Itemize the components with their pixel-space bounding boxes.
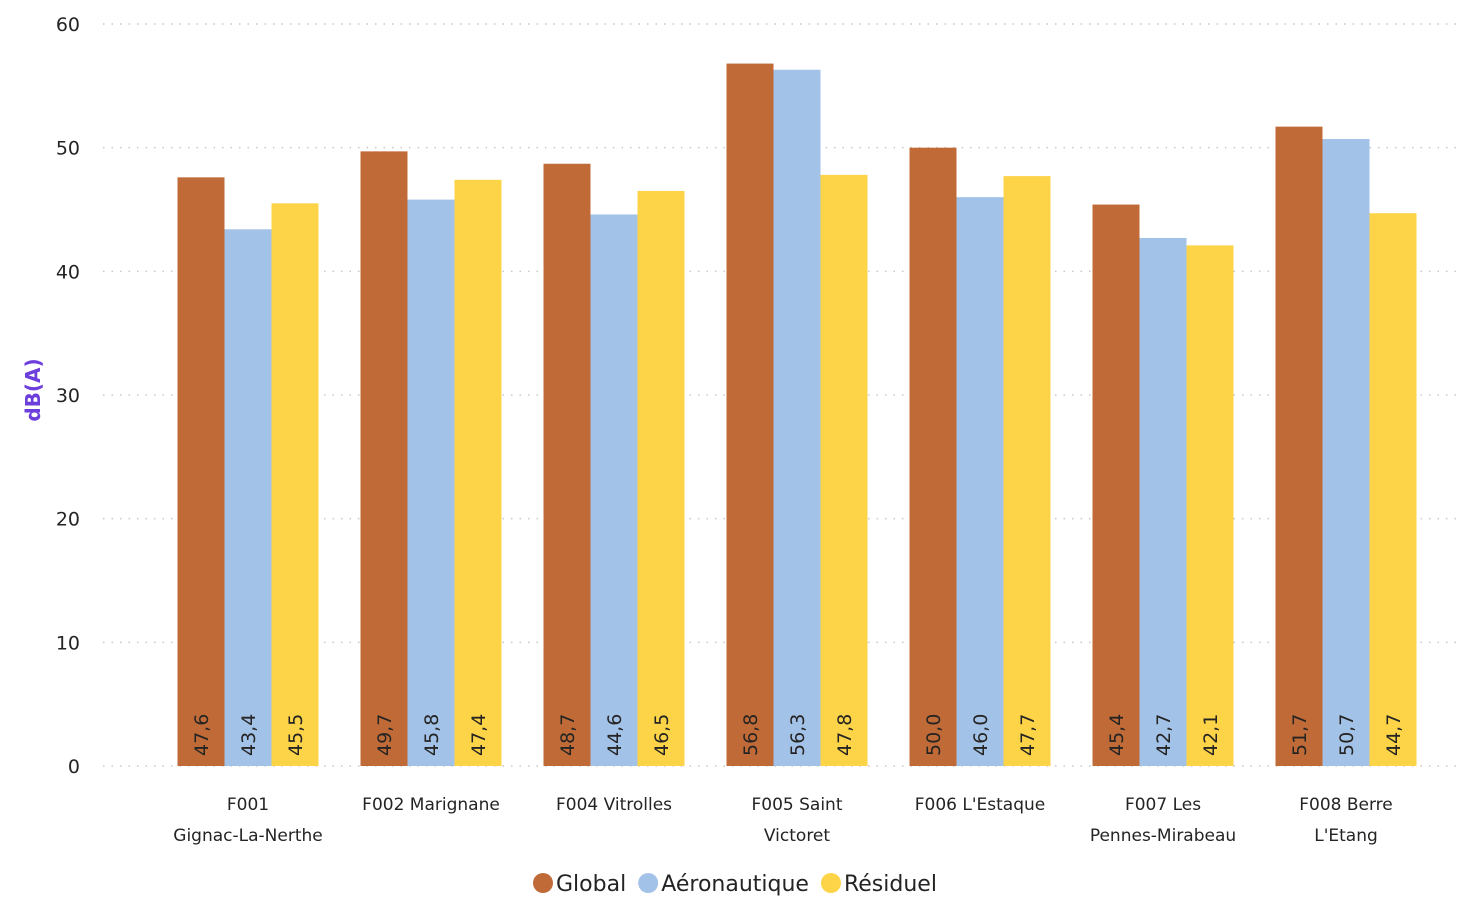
x-category-label: F007 Les	[1125, 795, 1201, 815]
x-axis-categories: F001 Gignac-La-Nerthe F002 Marignane F004 V…	[173, 795, 1392, 846]
x-category-label: F004 Vitrolles	[556, 795, 672, 815]
bar-a-ronautique	[224, 229, 272, 766]
data-label: 43,4	[238, 714, 260, 756]
bar-global	[543, 163, 591, 766]
data-label: 42,7	[1153, 714, 1175, 756]
data-label: 50,7	[1336, 714, 1358, 756]
data-label: 44,6	[604, 714, 626, 756]
y-tick-label: 50	[56, 138, 80, 160]
x-category-label: F005 Saint	[751, 795, 842, 815]
data-label: 45,4	[1106, 714, 1128, 756]
bar-a-ronautique	[590, 214, 638, 767]
data-label: 45,5	[285, 714, 307, 756]
x-category-label: F001	[227, 795, 269, 815]
data-label: 45,8	[421, 714, 443, 756]
y-tick-label: 40	[56, 261, 80, 283]
legend-marker	[820, 873, 841, 893]
data-label: 48,7	[557, 714, 579, 756]
data-label: 51,7	[1289, 714, 1311, 756]
y-tick-label: 30	[56, 385, 80, 407]
bar-global	[1092, 204, 1140, 766]
x-category-label: Gignac-La-Nerthe	[173, 826, 322, 846]
data-label: 46,5	[651, 714, 673, 756]
bar-a-ronautique	[1322, 139, 1370, 766]
data-label: 47,6	[191, 714, 213, 756]
y-tick-label: 60	[56, 14, 80, 36]
bar-r-siduel	[820, 174, 868, 766]
data-label: 47,7	[1017, 714, 1039, 756]
bar-a-ronautique	[956, 197, 1004, 767]
legend-label: Résiduel	[844, 872, 937, 897]
data-label: 56,3	[787, 714, 809, 756]
data-label: 49,7	[374, 714, 396, 756]
x-category-label: F002 Marignane	[362, 795, 500, 815]
legend-label: Global	[556, 872, 626, 897]
bar-r-siduel	[271, 203, 319, 767]
bar-global	[726, 63, 774, 766]
x-category-label: Pennes-Mirabeau	[1090, 826, 1236, 846]
bar-r-siduel	[1186, 245, 1234, 766]
x-category-label: L'Etang	[1314, 826, 1378, 846]
legend-label: Aéronautique	[661, 872, 809, 897]
data-label: 42,1	[1200, 714, 1222, 756]
data-label: 44,7	[1383, 714, 1405, 756]
bar-global	[1275, 126, 1323, 767]
legend-marker	[638, 873, 659, 893]
bar-global	[177, 177, 225, 766]
y-tick-label: 10	[56, 632, 80, 654]
x-category-label: F008 Berre	[1299, 795, 1393, 815]
bar-r-siduel	[1369, 213, 1417, 766]
data-labels: 47,6 43,4 45,5 49,7 45,8 47,4 48,7 44,6 46,5 56,8…	[191, 714, 1405, 756]
bar-r-siduel	[454, 179, 502, 766]
bar-a-ronautique	[407, 199, 455, 766]
bar-r-siduel	[1003, 176, 1051, 767]
data-label: 50,0	[923, 714, 945, 756]
y-axis-ticks: 0 10 20 30 40 50 60	[56, 14, 80, 778]
bar-global	[360, 151, 408, 767]
y-tick-label: 0	[68, 756, 80, 778]
bars	[177, 63, 1417, 767]
gridlines	[103, 23, 1460, 767]
bar-a-ronautique	[1139, 237, 1187, 766]
data-label: 56,8	[740, 714, 762, 756]
x-category-label: Victoret	[764, 826, 830, 846]
data-label: 47,8	[834, 714, 856, 756]
data-label: 46,0	[970, 714, 992, 756]
legend: Global Aéronautique Résiduel	[533, 872, 937, 897]
legend-marker	[533, 873, 553, 893]
x-category-label: F006 L'Estaque	[915, 795, 1045, 815]
bar-global	[909, 147, 957, 766]
bar-r-siduel	[637, 190, 685, 766]
y-axis-label: dB(A)	[21, 358, 45, 421]
y-tick-label: 20	[56, 509, 80, 531]
data-label: 47,4	[468, 714, 490, 756]
bar-a-ronautique	[773, 69, 821, 767]
